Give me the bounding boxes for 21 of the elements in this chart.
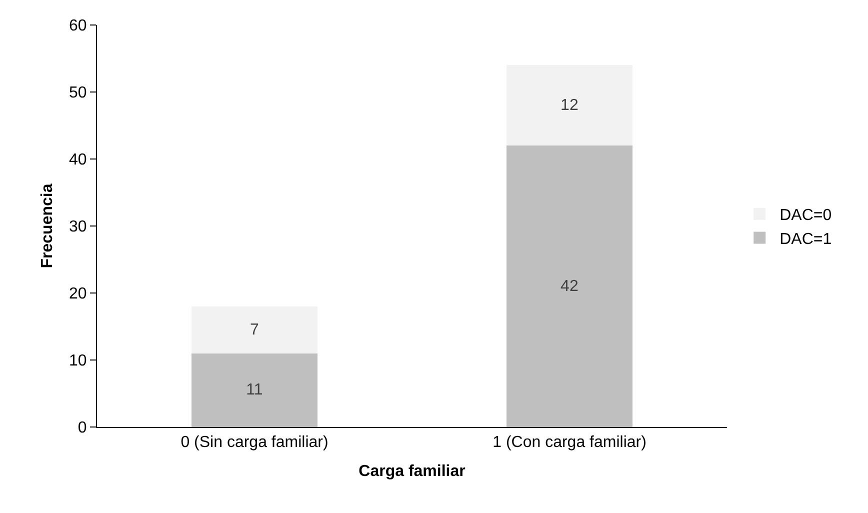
y-axis-title: Frecuencia	[38, 184, 56, 268]
y-tick-label: 50	[69, 84, 87, 102]
y-tick-label: 40	[69, 152, 87, 169]
x-tick-label: 0 (Sin carga familiar)	[180, 434, 328, 452]
bar	[506, 146, 632, 427]
y-tick-label: 30	[69, 218, 87, 236]
bar	[506, 65, 632, 146]
data-label: 7	[250, 321, 259, 338]
data-label: 12	[560, 96, 578, 114]
bar	[192, 353, 318, 427]
y-tick-label: 20	[69, 286, 87, 303]
legend-label: DAC=1	[780, 230, 832, 248]
y-tick-label: 60	[69, 18, 87, 35]
legend-label: DAC=0	[780, 207, 832, 224]
y-tick-label: 10	[69, 352, 87, 370]
y-tick-label: 0	[78, 420, 87, 437]
x-axis-title: Carga familiar	[358, 462, 466, 480]
bar	[192, 306, 318, 354]
data-label: 11	[246, 382, 263, 399]
data-label: 42	[560, 278, 578, 295]
x-tick-label: 1 (Con carga familiar)	[492, 434, 646, 452]
